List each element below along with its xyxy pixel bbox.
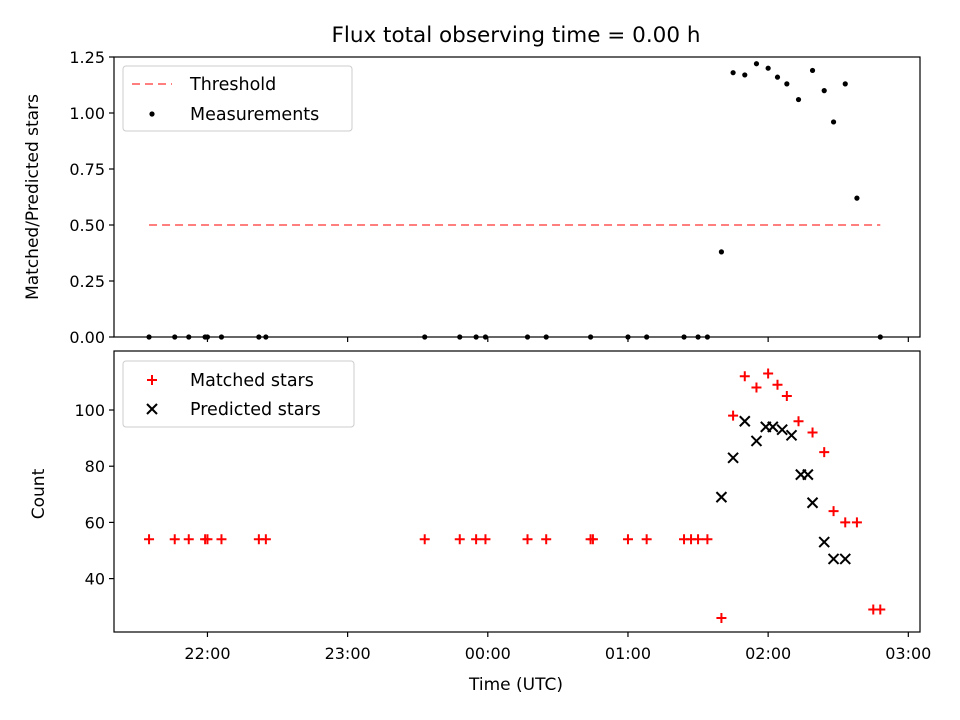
y-tick-label: 0.50 bbox=[69, 216, 105, 235]
ratio-legend-box bbox=[122, 65, 353, 132]
predicted-stars-point bbox=[727, 452, 739, 464]
measurements-point bbox=[742, 72, 748, 78]
matched-stars-point bbox=[587, 534, 598, 545]
matched-stars-point bbox=[641, 534, 652, 545]
predicted-legend-marker bbox=[146, 403, 158, 415]
measurements-point bbox=[830, 119, 837, 125]
ratio-legend: Threshold Measurements bbox=[122, 65, 353, 132]
predicted-stars-point bbox=[802, 468, 814, 481]
predicted-stars-point bbox=[767, 421, 779, 433]
measurements-point bbox=[784, 81, 790, 87]
measurements-point bbox=[774, 74, 781, 80]
x-tick-label: 22:00 bbox=[184, 644, 230, 663]
matched-stars-point bbox=[851, 517, 862, 528]
matched-legend-label: Matched stars bbox=[190, 371, 314, 391]
matched-stars-point bbox=[728, 410, 739, 421]
x-tick-label: 01:00 bbox=[605, 644, 651, 663]
measurements-point bbox=[842, 81, 848, 87]
matched-stars-point bbox=[819, 447, 830, 458]
matched-stars-point bbox=[144, 534, 155, 545]
count-axes-frame bbox=[113, 350, 921, 633]
matched-stars-point bbox=[169, 534, 180, 545]
count-legend-box bbox=[122, 360, 355, 428]
matched-stars-point bbox=[183, 534, 194, 545]
predicted-stars-point bbox=[806, 497, 819, 509]
matched-stars-point bbox=[763, 368, 774, 379]
y-tick-label: 40 bbox=[85, 570, 105, 589]
count-axis-ticks: 22:00 23:00 00:00 01:00 02:00 03:00 40 60 80 100 bbox=[74, 401, 931, 663]
y-tick-label: 0.75 bbox=[69, 160, 105, 179]
matched-stars-point bbox=[751, 382, 762, 393]
matched-stars-point bbox=[875, 604, 886, 615]
y-tick-label: 1.25 bbox=[69, 48, 105, 67]
x-tick-label: 23:00 bbox=[325, 644, 371, 663]
ratio-axes-frame bbox=[113, 56, 921, 338]
count-legend: Matched stars Predicted stars bbox=[122, 360, 355, 428]
matched-stars-point bbox=[828, 506, 839, 517]
measurements-point bbox=[753, 61, 760, 67]
matched-stars-point bbox=[702, 534, 713, 545]
x-tick-label: 03:00 bbox=[885, 644, 931, 663]
predicted-stars-point bbox=[818, 536, 830, 548]
measurements-point bbox=[854, 195, 860, 201]
measurements-point bbox=[730, 70, 736, 76]
count-panel: 22:00 23:00 00:00 01:00 02:00 03:00406080100 … bbox=[29, 350, 931, 695]
y-tick-label: 60 bbox=[85, 513, 105, 532]
x-axis-label: Time (UTC) bbox=[468, 675, 563, 695]
measurements-legend-marker bbox=[149, 111, 155, 117]
count-y-axis-label: Count bbox=[29, 468, 49, 519]
count-plot-area bbox=[144, 368, 886, 623]
measurements-legend-label: Measurements bbox=[190, 105, 319, 125]
predicted-legend-label: Predicted stars bbox=[190, 400, 321, 420]
matched-legend-marker bbox=[147, 375, 157, 385]
predicted-stars-point bbox=[750, 435, 763, 447]
matched-stars-point bbox=[840, 517, 851, 528]
measurements-point bbox=[809, 67, 816, 74]
predicted-stars-point bbox=[715, 491, 728, 503]
x-tick-label: 00:00 bbox=[465, 644, 511, 663]
ratio-panel: 0.00 0.25 0.50 0.75 1.00 1.25 Matched/Predict… bbox=[23, 48, 921, 347]
matched-stars-point bbox=[216, 534, 227, 545]
predicted-stars-point bbox=[776, 423, 788, 436]
matched-stars-point bbox=[693, 534, 704, 545]
predicted-stars-point bbox=[739, 415, 751, 427]
threshold-legend-label: Threshold bbox=[189, 75, 276, 95]
y-tick-label: 0.25 bbox=[69, 272, 105, 291]
matched-stars-point bbox=[781, 390, 792, 401]
predicted-stars-point bbox=[827, 553, 840, 565]
measurements-point bbox=[765, 65, 771, 71]
y-tick-label: 100 bbox=[74, 401, 105, 420]
predicted-stars-point bbox=[839, 553, 851, 565]
matched-stars-point bbox=[260, 534, 271, 545]
y-tick-label: 1.00 bbox=[69, 104, 105, 123]
y-tick-label: 80 bbox=[85, 457, 105, 476]
matched-stars-point bbox=[807, 427, 818, 438]
ratio-y-axis-label: Matched/Predicted stars bbox=[23, 94, 43, 300]
matched-stars-point bbox=[772, 379, 783, 390]
matched-stars-point bbox=[793, 416, 804, 427]
predicted-stars-point bbox=[785, 429, 798, 442]
matched-stars-point bbox=[716, 612, 727, 623]
matched-stars-point bbox=[739, 371, 750, 382]
matched-stars-point bbox=[471, 534, 482, 545]
measurements-point bbox=[795, 96, 802, 103]
matched-stars-point bbox=[202, 534, 213, 545]
matched-stars-point bbox=[522, 534, 533, 545]
matched-stars-point bbox=[622, 534, 633, 545]
matched-stars-point bbox=[419, 534, 430, 545]
y-tick-label: 0.00 bbox=[69, 328, 105, 347]
ratio-plot-area bbox=[146, 61, 883, 340]
matched-stars-point bbox=[454, 534, 465, 545]
matched-stars-point bbox=[541, 534, 552, 545]
ratio-axis-ticks: 0.00 0.25 0.50 0.75 1.00 1.25 bbox=[69, 48, 909, 347]
measurements-point bbox=[718, 249, 725, 255]
matched-stars-point bbox=[480, 534, 491, 545]
figure-title: Flux total observing time = 0.00 h bbox=[332, 23, 701, 48]
measurements-point bbox=[821, 88, 827, 94]
x-tick-label: 02:00 bbox=[745, 644, 791, 663]
